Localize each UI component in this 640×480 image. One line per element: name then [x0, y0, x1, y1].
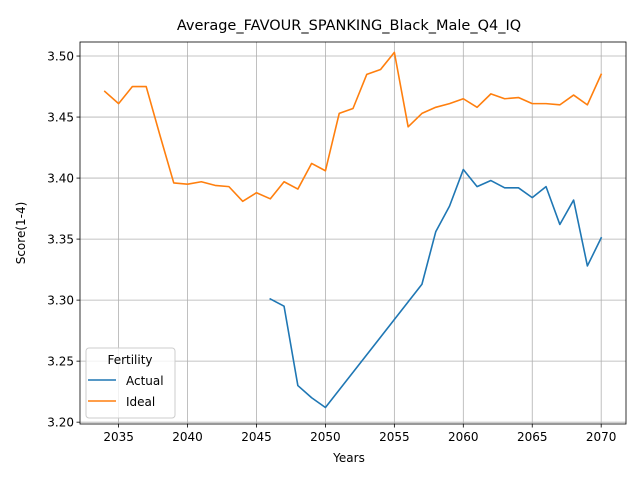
series-line-ideal — [103, 51, 603, 203]
legend-title: Fertility — [107, 353, 152, 367]
y-axis-label: Score(1-4) — [14, 202, 28, 265]
x-tick-label: 2045 — [241, 430, 272, 444]
y-tick-label: 3.30 — [47, 294, 74, 308]
legend: Fertility Actual Ideal — [85, 347, 176, 419]
chart-title: Average_FAVOUR_SPANKING_Black_Male_Q4_IQ — [177, 18, 521, 34]
y-tick-label: 3.25 — [47, 355, 74, 369]
y-axis: 3.20 3.25 3.30 3.35 3.40 3.45 3.50 — [47, 50, 80, 430]
x-tick-label: 2050 — [310, 430, 341, 444]
legend-label-ideal: Ideal — [126, 395, 155, 409]
y-tick-label: 3.20 — [47, 416, 74, 430]
grid — [80, 42, 626, 424]
x-tick-label: 2065 — [517, 430, 548, 444]
y-tick-label: 3.50 — [47, 50, 74, 64]
legend-label-actual: Actual — [126, 374, 164, 388]
x-axis: 2035 2040 2045 2050 2055 2060 2065 2070 — [103, 424, 616, 444]
x-tick-label: 2060 — [448, 430, 479, 444]
x-tick-label: 2040 — [172, 430, 203, 444]
plot-frame — [79, 41, 627, 425]
y-tick-label: 3.45 — [47, 111, 74, 125]
x-tick-label: 2035 — [103, 430, 134, 444]
x-tick-label: 2055 — [379, 430, 410, 444]
y-tick-label: 3.40 — [47, 172, 74, 186]
series-layer — [103, 51, 603, 409]
x-axis-label: Years — [332, 451, 365, 465]
series-line-actual — [269, 168, 603, 409]
x-tick-label: 2070 — [586, 430, 617, 444]
y-tick-label: 3.35 — [47, 233, 74, 247]
